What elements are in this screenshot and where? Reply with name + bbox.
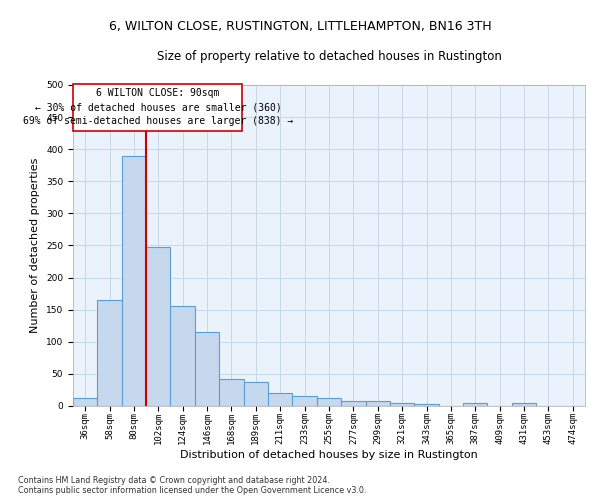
- Bar: [268, 393, 292, 406]
- Bar: [73, 398, 97, 406]
- Bar: [122, 156, 146, 406]
- Bar: [365, 402, 390, 406]
- Bar: [170, 306, 195, 406]
- Bar: [415, 404, 439, 406]
- Bar: [244, 382, 268, 406]
- Y-axis label: Number of detached properties: Number of detached properties: [31, 158, 40, 333]
- Bar: [512, 402, 536, 406]
- Bar: [195, 332, 219, 406]
- Text: 6 WILTON CLOSE: 90sqm
← 30% of detached houses are smaller (360)
69% of semi-det: 6 WILTON CLOSE: 90sqm ← 30% of detached …: [23, 88, 293, 126]
- Text: Contains HM Land Registry data © Crown copyright and database right 2024.
Contai: Contains HM Land Registry data © Crown c…: [18, 476, 367, 495]
- Bar: [292, 396, 317, 406]
- FancyBboxPatch shape: [73, 84, 242, 131]
- X-axis label: Distribution of detached houses by size in Rustington: Distribution of detached houses by size …: [180, 450, 478, 460]
- Bar: [146, 247, 170, 406]
- Bar: [317, 398, 341, 406]
- Bar: [463, 404, 487, 406]
- Text: 6, WILTON CLOSE, RUSTINGTON, LITTLEHAMPTON, BN16 3TH: 6, WILTON CLOSE, RUSTINGTON, LITTLEHAMPT…: [109, 20, 491, 33]
- Bar: [341, 401, 365, 406]
- Bar: [390, 402, 415, 406]
- Title: Size of property relative to detached houses in Rustington: Size of property relative to detached ho…: [157, 50, 502, 63]
- Bar: [219, 379, 244, 406]
- Bar: [97, 300, 122, 406]
